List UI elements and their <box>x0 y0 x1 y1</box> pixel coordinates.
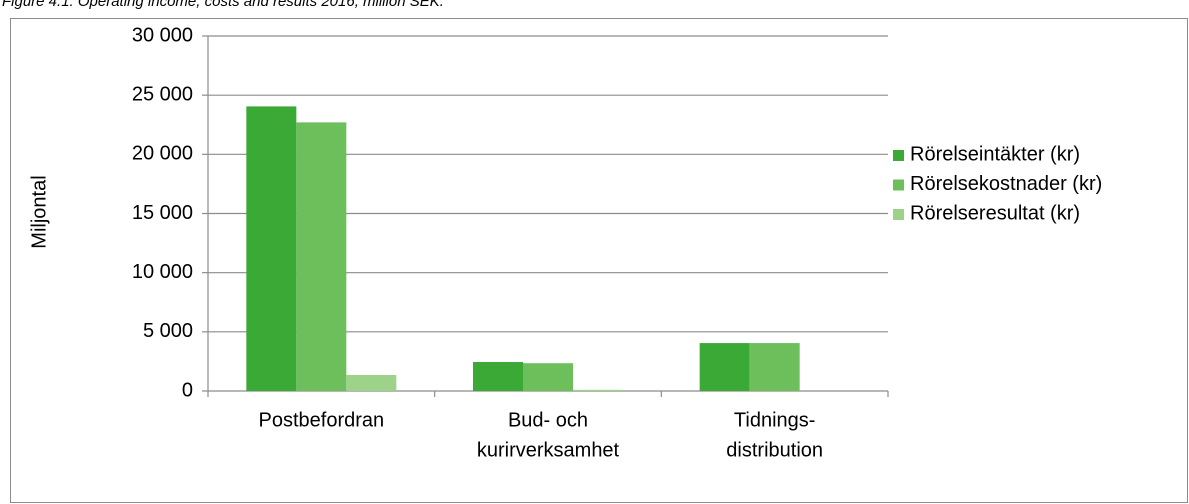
bar <box>246 106 297 392</box>
legend-label: Rörelsekostnader (kr) <box>910 173 1102 195</box>
bar <box>346 375 397 391</box>
bar <box>699 343 750 391</box>
y-tick-label: 10 000 <box>132 261 193 283</box>
legend-label: Rörelseresultat (kr) <box>910 202 1080 224</box>
x-tick-label: kurirverksamhet <box>477 439 620 461</box>
x-tick-label: Tidnings- <box>734 409 816 431</box>
y-tick-label: 25 000 <box>132 83 193 105</box>
x-tick-label: Bud- och <box>508 409 588 431</box>
legend-swatch <box>893 150 904 161</box>
legend-label: Rörelseintäkter (kr) <box>910 143 1080 165</box>
y-tick-label: 5 000 <box>143 320 193 342</box>
y-axis-title: Miljontal <box>28 175 50 248</box>
bar <box>573 389 623 391</box>
y-tick-label: 30 000 <box>132 24 193 46</box>
bar <box>296 122 347 391</box>
bar <box>749 343 800 391</box>
chart-frame <box>10 18 1188 503</box>
bar <box>523 363 573 391</box>
y-tick-label: 20 000 <box>132 143 193 165</box>
y-tick-label: 15 000 <box>132 202 193 224</box>
legend-swatch <box>893 179 904 191</box>
legend-swatch <box>893 209 904 220</box>
bar <box>473 362 523 391</box>
chart-title: Figure 4.1: Operating income, costs and … <box>2 0 444 10</box>
x-tick-label: distribution <box>726 439 823 461</box>
x-tick-label: Postbefordran <box>259 409 385 431</box>
y-tick-label: 0 <box>182 379 193 401</box>
